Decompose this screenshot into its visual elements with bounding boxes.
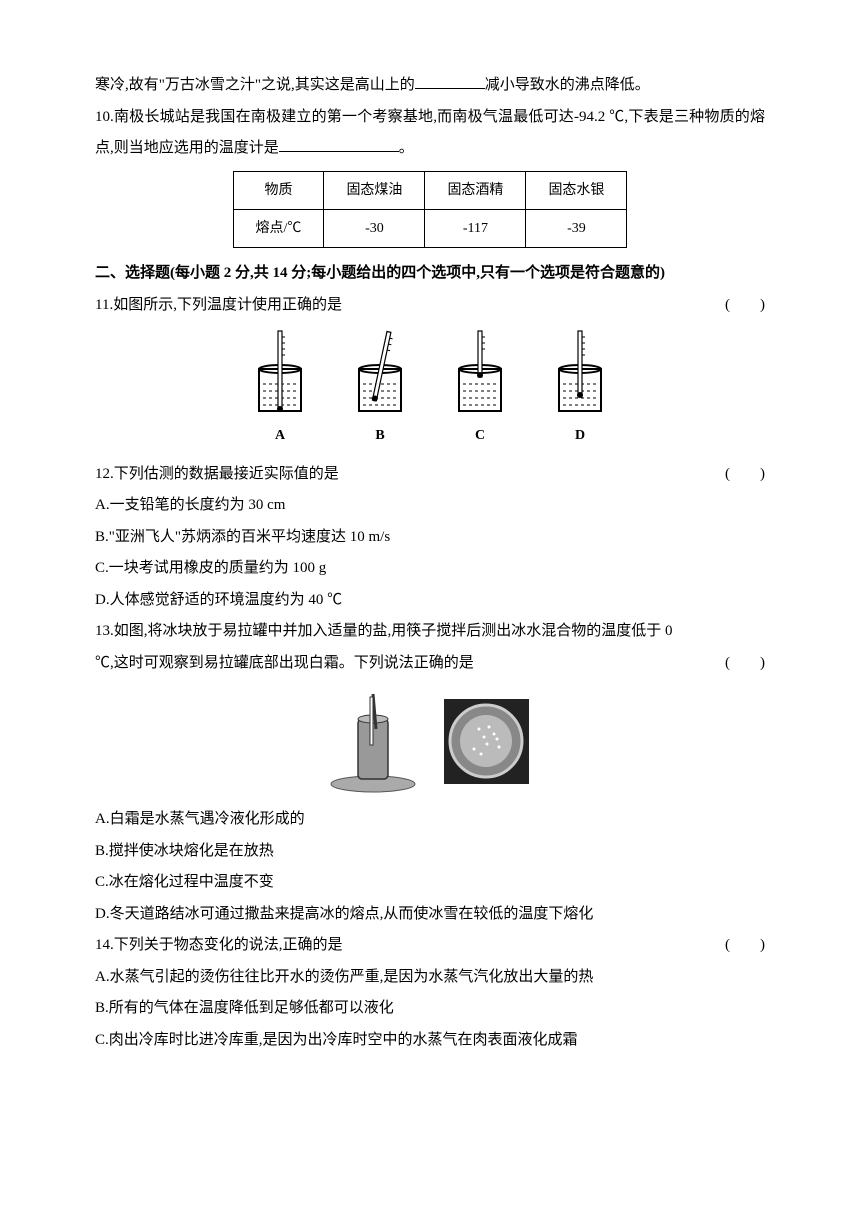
beaker-c-label: C — [475, 421, 485, 450]
table-cell: -39 — [526, 209, 627, 247]
q13-row: ℃,这时可观察到易拉罐底部出现白霜。下列说法正确的是 () — [95, 648, 765, 680]
q14-option-c: C.肉出冷库时比进冷库重,是因为出冷库时空中的水蒸气在肉表面液化成霜 — [95, 1025, 765, 1057]
q9-blank — [415, 74, 485, 89]
q13-stem-line2: ℃,这时可观察到易拉罐底部出现白霜。下列说法正确的是 — [95, 648, 725, 680]
q14-row: 14.下列关于物态变化的说法,正确的是 () — [95, 930, 765, 962]
q13-figure — [95, 689, 765, 794]
beaker-d-label: D — [575, 421, 585, 450]
q12-option-d: D.人体感觉舒适的环境温度约为 40 ℃ — [95, 585, 765, 617]
q13-option-a: A.白霜是水蒸气遇冷液化形成的 — [95, 804, 765, 836]
table-cell: 固态酒精 — [425, 171, 526, 209]
paren-open: ( — [725, 466, 730, 482]
q11-paren: () — [725, 290, 765, 322]
table-cell: -30 — [324, 209, 425, 247]
beaker-c-icon — [445, 329, 515, 419]
beaker-a-icon — [245, 329, 315, 419]
q14-paren: () — [725, 930, 765, 962]
q11-row: 11.如图所示,下列温度计使用正确的是 () — [95, 290, 765, 322]
table-row: 熔点/℃ -30 -117 -39 — [233, 209, 627, 247]
q13-option-c: C.冰在熔化过程中温度不变 — [95, 867, 765, 899]
q14-stem: 14.下列关于物态变化的说法,正确的是 — [95, 930, 725, 962]
q9-tail-text-2: 减小导致水的沸点降低。 — [485, 77, 650, 93]
q12-row: 12.下列估测的数据最接近实际值的是 () — [95, 459, 765, 491]
q12-stem: 12.下列估测的数据最接近实际值的是 — [95, 459, 725, 491]
paren-close: ) — [760, 297, 765, 313]
beaker-c: C — [445, 329, 515, 450]
q13-option-b: B.搅拌使冰块熔化是在放热 — [95, 836, 765, 868]
paren-close: ) — [760, 655, 765, 671]
beaker-b-label: B — [375, 421, 384, 450]
q9-tail: 寒冷,故有"万古冰雪之汁"之说,其实这是高山上的 减小导致水的沸点降低。 — [95, 70, 765, 102]
q13-paren: () — [725, 648, 765, 680]
table-cell: -117 — [425, 209, 526, 247]
beaker-b-icon — [345, 329, 415, 419]
paren-close: ) — [760, 466, 765, 482]
table-row: 物质 固态煤油 固态酒精 固态水银 — [233, 171, 627, 209]
q13-stem-line1: 13.如图,将冰块放于易拉罐中并加入适量的盐,用筷子搅拌后测出冰水混合物的温度低… — [95, 616, 765, 648]
table-cell: 物质 — [233, 171, 324, 209]
paren-open: ( — [725, 655, 730, 671]
paren-open: ( — [725, 937, 730, 953]
beaker-d: D — [545, 329, 615, 450]
paren-close: ) — [760, 937, 765, 953]
beaker-b: B — [345, 329, 415, 450]
table-cell: 熔点/℃ — [233, 209, 324, 247]
section-2-heading: 二、选择题(每小题 2 分,共 14 分;每小题给出的四个选项中,只有一个选项是… — [95, 258, 765, 290]
q10-stem: 10.南极长城站是我国在南极建立的第一个考察基地,而南极气温最低可达-94.2 … — [95, 102, 765, 165]
q14-option-a: A.水蒸气引起的烫伤往往比开水的烫伤严重,是因为水蒸气汽化放出大量的热 — [95, 962, 765, 994]
q10-table: 物质 固态煤油 固态酒精 固态水银 熔点/℃ -30 -117 -39 — [233, 171, 628, 249]
q10-tail: 。 — [399, 140, 414, 156]
paren-open: ( — [725, 297, 730, 313]
table-cell: 固态水银 — [526, 171, 627, 209]
q10-text: 10.南极长城站是我国在南极建立的第一个考察基地,而南极气温最低可达-94.2 … — [95, 109, 765, 157]
q10-blank — [279, 137, 399, 152]
q11-stem: 11.如图所示,下列温度计使用正确的是 — [95, 290, 725, 322]
beaker-a: A — [245, 329, 315, 450]
q13-option-d: D.冬天道路结冰可通过撒盐来提高冰的熔点,从而使冰雪在较低的温度下熔化 — [95, 899, 765, 931]
q12-option-b: B."亚洲飞人"苏炳添的百米平均速度达 10 m/s — [95, 522, 765, 554]
q9-tail-text-1: 寒冷,故有"万古冰雪之汁"之说,其实这是高山上的 — [95, 77, 415, 93]
q12-option-c: C.一块考试用橡皮的质量约为 100 g — [95, 553, 765, 585]
beaker-d-icon — [545, 329, 615, 419]
can-bottom-icon — [439, 689, 534, 794]
q14-option-b: B.所有的气体在温度降低到足够低都可以液化 — [95, 993, 765, 1025]
q11-figure: A B — [95, 329, 765, 450]
q12-paren: () — [725, 459, 765, 491]
beaker-a-label: A — [275, 421, 285, 450]
can-setup-icon — [326, 689, 421, 794]
q10-table-wrap: 物质 固态煤油 固态酒精 固态水银 熔点/℃ -30 -117 -39 — [95, 171, 765, 249]
q12-option-a: A.一支铅笔的长度约为 30 cm — [95, 490, 765, 522]
table-cell: 固态煤油 — [324, 171, 425, 209]
